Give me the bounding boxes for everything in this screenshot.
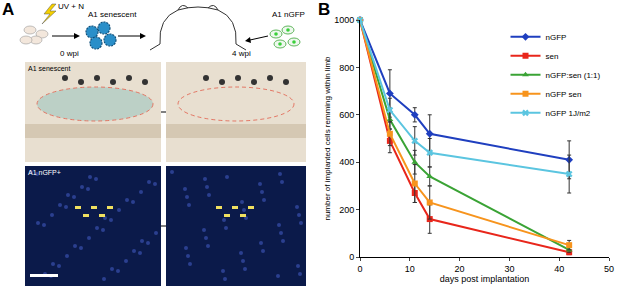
svg-text:20: 20 [455,264,465,274]
svg-text:1000: 1000 [334,15,354,25]
svg-text:800: 800 [339,63,354,73]
svg-text:A1 nGFP+: A1 nGFP+ [28,169,61,176]
svg-text:10: 10 [405,264,415,274]
svg-text:400: 400 [339,157,354,167]
svg-text:50: 50 [604,264,614,274]
svg-text:0: 0 [357,264,362,274]
svg-text:A1 senescent: A1 senescent [88,10,137,19]
svg-text:number of implanted cells remm: number of implanted cells remming within… [323,56,332,221]
svg-text:4 wpi: 4 wpi [232,49,251,58]
svg-text:A: A [2,0,14,19]
svg-text:nGFP:sen (1:1): nGFP:sen (1:1) [546,71,601,80]
svg-text:0 wpi: 0 wpi [60,49,79,58]
svg-text:UV + N: UV + N [58,2,84,11]
svg-text:30: 30 [504,264,514,274]
svg-text:A1 nGFP: A1 nGFP [272,10,305,19]
svg-text:days post implantation: days post implantation [440,274,530,284]
html-text:B: B [318,0,331,19]
svg-text:0: 0 [349,252,354,262]
svg-text:40: 40 [554,264,564,274]
svg-text:600: 600 [339,110,354,120]
svg-text:nGFP sen: nGFP sen [546,90,582,99]
svg-text:nGFP: nGFP [546,33,567,42]
svg-text:200: 200 [339,205,354,215]
svg-text:nGFP 1J/m2: nGFP 1J/m2 [546,109,591,118]
svg-text:sen: sen [546,52,559,61]
svg-text:A1 senescent: A1 senescent [28,65,70,72]
